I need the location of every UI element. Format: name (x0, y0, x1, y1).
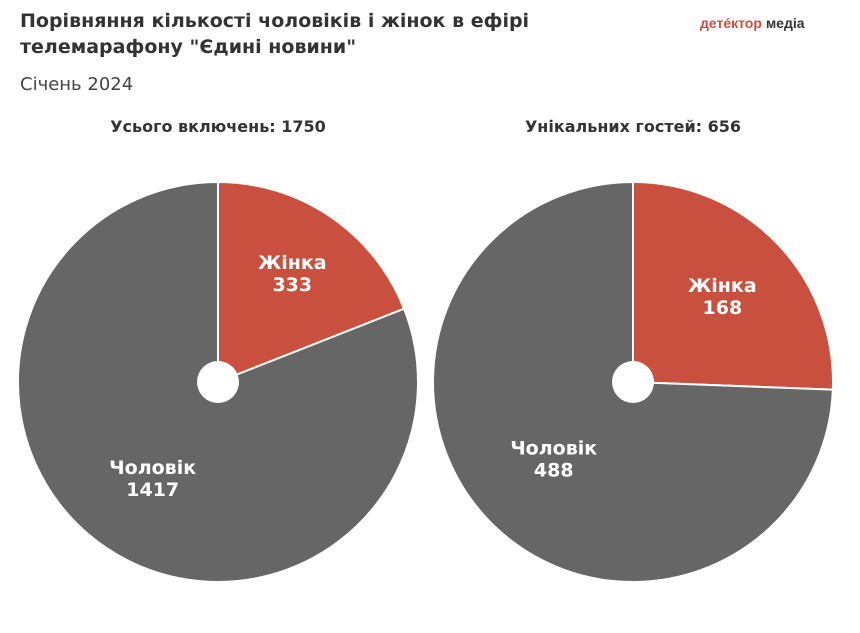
pie-center-hole (612, 361, 654, 403)
slice-label-value: 168 (703, 297, 743, 319)
pie-left-title: Усього включень: 1750 (110, 117, 326, 136)
slice-label-value: 488 (534, 459, 574, 481)
chart-subtitle: Січень 2024 (20, 74, 134, 95)
chart-title-main: Порівняння кількості чоловіків і жінок в… (20, 10, 530, 58)
logo-text-part2: медіа (765, 15, 805, 31)
slice-label-value: 1417 (126, 479, 179, 501)
logo-text-part1: детéктор (700, 15, 762, 31)
slice-label-name: Жінка (688, 275, 757, 297)
slice-label-name: Чоловік (109, 457, 196, 479)
slice-label-value: 333 (272, 274, 312, 296)
pie-right-title: Унікальних гостей: 656 (524, 117, 742, 136)
detector-media-logo: детéктор медіа (700, 14, 805, 32)
slice-label-name: Жінка (258, 252, 327, 274)
pie-slice-female (632, 180, 834, 391)
slice-label-name: Чоловік (510, 437, 597, 459)
pie-slice-female (217, 180, 406, 384)
pie-center-hole (197, 361, 239, 403)
